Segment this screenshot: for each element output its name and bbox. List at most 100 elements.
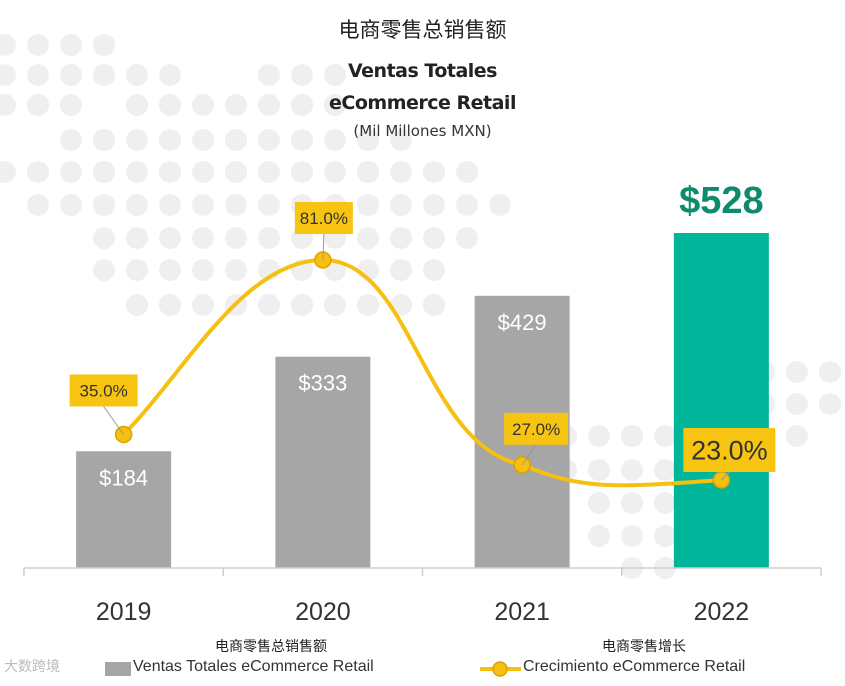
background-dot	[291, 94, 313, 116]
background-dot	[159, 94, 181, 116]
growth-label-box	[69, 374, 138, 407]
callout-leader	[521, 444, 537, 466]
background-dot	[192, 259, 214, 281]
background-dot	[126, 64, 148, 86]
background-dot	[159, 294, 181, 316]
background-dot	[225, 194, 247, 216]
growth-line	[122, 257, 722, 488]
background-dot	[192, 161, 214, 183]
background-dot	[357, 194, 379, 216]
background-dot	[324, 161, 346, 183]
background-dot	[324, 64, 346, 86]
background-dot	[390, 194, 412, 216]
background-dot	[786, 393, 808, 415]
callout-leader	[103, 406, 125, 435]
background-dot	[258, 94, 280, 116]
chart-title-line1: Ventas Totales	[347, 60, 498, 82]
background-dot	[390, 259, 412, 281]
bar-value-label: $528	[679, 180, 764, 222]
background-dot	[654, 492, 676, 514]
bar-data-labels: $184 $333 $429 $528	[99, 180, 764, 490]
x-tick-label: 2022	[694, 598, 750, 626]
x-tick-label: 2020	[295, 598, 351, 626]
background-dot	[258, 294, 280, 316]
background-dot	[390, 161, 412, 183]
background-dot	[225, 161, 247, 183]
background-dot	[192, 227, 214, 249]
background-dot	[159, 129, 181, 151]
legend-bar-swatch	[105, 662, 131, 676]
background-dot	[93, 227, 115, 249]
bar-2019	[76, 451, 172, 568]
background-dot	[93, 64, 115, 86]
background-dot	[126, 294, 148, 316]
x-tick-label: 2021	[494, 598, 550, 626]
background-dot	[93, 129, 115, 151]
background-dot	[159, 227, 181, 249]
background-dot	[456, 227, 478, 249]
background-dot	[159, 194, 181, 216]
background-dot	[456, 194, 478, 216]
background-dot	[60, 194, 82, 216]
chart-subtitle: (Mil Millones MXN)	[353, 122, 492, 140]
background-dot	[225, 94, 247, 116]
background-dot	[0, 161, 16, 183]
background-dot	[192, 129, 214, 151]
background-dot	[324, 294, 346, 316]
background-dot	[258, 194, 280, 216]
background-dot	[60, 94, 82, 116]
background-dot	[27, 34, 49, 56]
background-dot	[588, 459, 610, 481]
background-dot	[654, 425, 676, 447]
background-dot	[291, 161, 313, 183]
background-dot	[27, 194, 49, 216]
background-dot	[357, 227, 379, 249]
background-dot	[489, 194, 511, 216]
growth-data-labels: 35.0% 81.0% 27.0% 23.0%	[69, 202, 776, 481]
background-dot	[93, 161, 115, 183]
background-dot	[60, 161, 82, 183]
background-dot	[126, 259, 148, 281]
background-dot	[423, 161, 445, 183]
watermark: 大数跨境	[4, 659, 60, 675]
background-dot	[258, 227, 280, 249]
background-dot	[654, 525, 676, 547]
chart-title-cn: 电商零售总销售额	[338, 18, 507, 42]
background-dot	[126, 161, 148, 183]
background-dot	[357, 294, 379, 316]
callout-leader	[322, 233, 325, 261]
background-dot	[225, 129, 247, 151]
callout-leader	[721, 471, 730, 481]
background-dot	[60, 34, 82, 56]
background-dot	[819, 361, 841, 383]
bar-value-label: $184	[99, 465, 148, 490]
background-dot	[291, 64, 313, 86]
legend-marks	[105, 661, 521, 677]
legend-bar-label: Ventas Totales eCommerce Retail	[133, 658, 374, 675]
background-dot	[423, 194, 445, 216]
background-dot	[126, 194, 148, 216]
background-dot	[225, 259, 247, 281]
background-dot	[192, 94, 214, 116]
background-dot	[588, 525, 610, 547]
growth-label: 81.0%	[300, 209, 348, 228]
growth-line-series	[114, 251, 731, 489]
background-dot	[60, 64, 82, 86]
background-dot	[93, 259, 115, 281]
background-dot	[621, 492, 643, 514]
background-dot	[93, 34, 115, 56]
growth-label: 23.0%	[691, 436, 768, 466]
background-dot	[159, 64, 181, 86]
background-dot	[621, 425, 643, 447]
bar-2022	[673, 233, 769, 568]
bar-series	[76, 233, 769, 568]
background-dot	[93, 194, 115, 216]
x-tick-labels: 2019 2020 2021 2022	[96, 598, 749, 626]
background-dot	[0, 94, 16, 116]
background-dot	[456, 161, 478, 183]
background-dot	[192, 194, 214, 216]
background-dot	[357, 129, 379, 151]
background-dot	[0, 34, 16, 56]
x-axis	[23, 567, 822, 576]
